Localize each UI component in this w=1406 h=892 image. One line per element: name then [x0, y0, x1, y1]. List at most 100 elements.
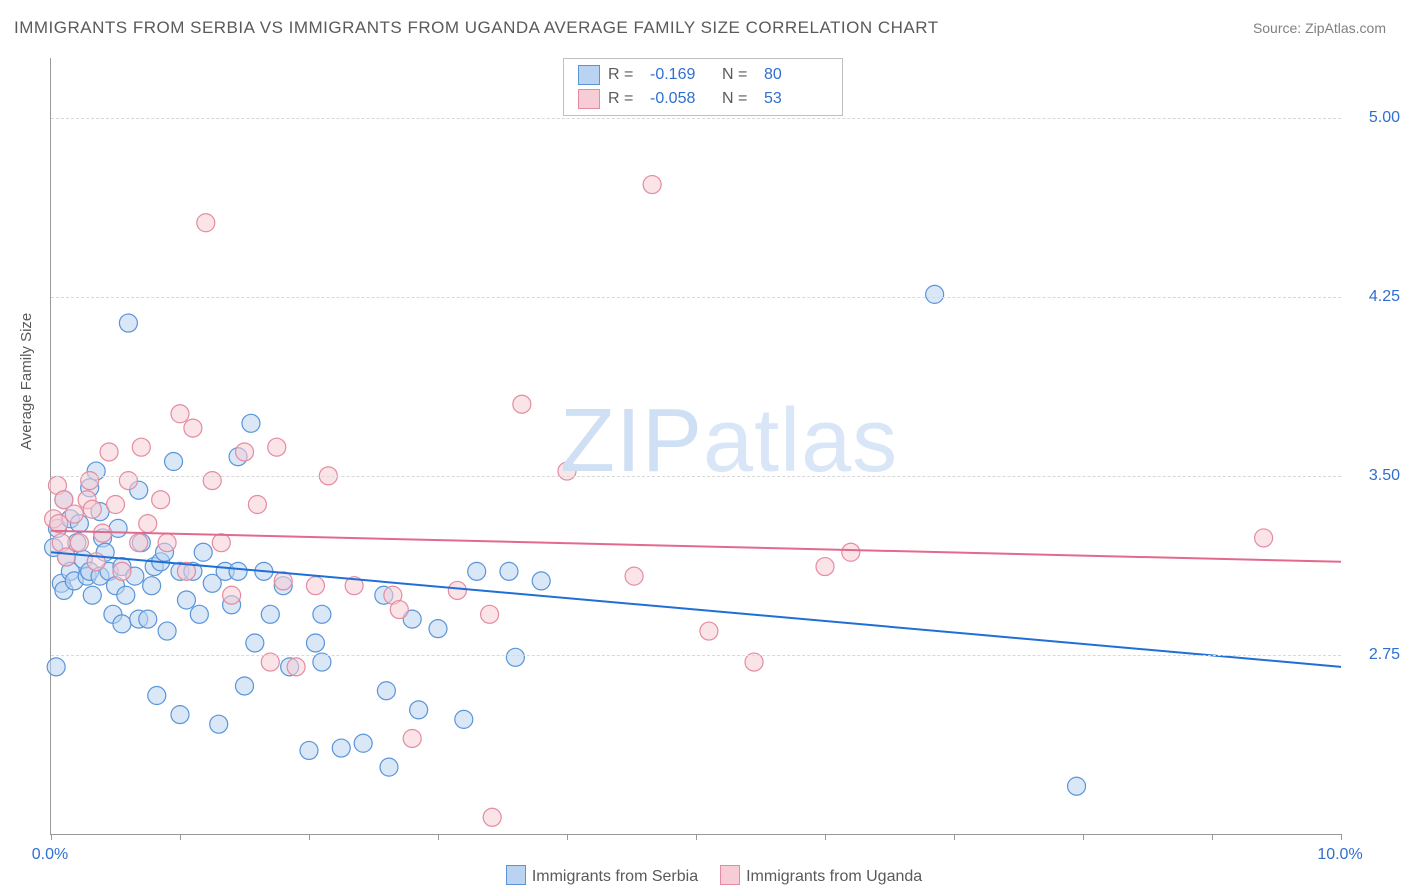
legend-swatch	[578, 65, 600, 85]
data-point	[236, 443, 254, 461]
data-point	[158, 534, 176, 552]
data-point	[65, 505, 83, 523]
x-tick	[825, 834, 826, 840]
data-point	[300, 741, 318, 759]
data-point	[119, 314, 137, 332]
data-point	[190, 605, 208, 623]
data-point	[132, 438, 150, 456]
data-point	[246, 634, 264, 652]
data-point	[210, 715, 228, 733]
legend-row: R =-0.169N =80	[578, 63, 828, 87]
data-point	[390, 601, 408, 619]
data-point	[70, 534, 88, 552]
legend-swatch	[720, 865, 740, 885]
data-point	[483, 808, 501, 826]
data-point	[926, 285, 944, 303]
data-point	[171, 405, 189, 423]
x-tick	[51, 834, 52, 840]
data-point	[197, 214, 215, 232]
data-point	[184, 419, 202, 437]
x-tick-label: 0.0%	[32, 846, 68, 864]
data-point	[306, 577, 324, 595]
data-point	[1255, 529, 1273, 547]
data-point	[506, 648, 524, 666]
data-point	[313, 605, 331, 623]
legend-row: R =-0.058N =53	[578, 87, 828, 111]
data-point	[113, 562, 131, 580]
data-point	[177, 591, 195, 609]
x-tick	[1083, 834, 1084, 840]
data-point	[83, 500, 101, 518]
y-tick-label: 5.00	[1369, 109, 1400, 127]
data-point	[139, 610, 157, 628]
y-tick-label: 4.25	[1369, 288, 1400, 306]
data-point	[236, 677, 254, 695]
data-point	[81, 472, 99, 490]
data-point	[107, 495, 125, 513]
x-tick	[1212, 834, 1213, 840]
data-point	[380, 758, 398, 776]
x-tick	[1341, 834, 1342, 840]
data-point	[455, 710, 473, 728]
gridline	[51, 476, 1341, 477]
data-point	[468, 562, 486, 580]
x-tick	[696, 834, 697, 840]
legend-r-value: -0.169	[650, 63, 714, 87]
legend-r-label: R =	[608, 87, 642, 111]
x-tick	[180, 834, 181, 840]
gridline	[51, 655, 1341, 656]
legend-n-value: 53	[764, 87, 828, 111]
legend-series-label: Immigrants from Serbia	[532, 868, 698, 885]
data-point	[306, 634, 324, 652]
data-point	[332, 739, 350, 757]
legend-series-label: Immigrants from Uganda	[746, 868, 922, 885]
data-point	[500, 562, 518, 580]
chart-svg	[51, 58, 1341, 834]
data-point	[117, 586, 135, 604]
gridline	[51, 297, 1341, 298]
gridline	[51, 118, 1341, 119]
data-point	[223, 586, 241, 604]
chart-title: IMMIGRANTS FROM SERBIA VS IMMIGRANTS FRO…	[14, 18, 939, 38]
trend-line	[51, 531, 1341, 562]
data-point	[429, 620, 447, 638]
correlation-legend: R =-0.169N =80R =-0.058N =53	[563, 58, 843, 116]
data-point	[194, 543, 212, 561]
data-point	[532, 572, 550, 590]
data-point	[119, 472, 137, 490]
y-tick-label: 2.75	[1369, 646, 1400, 664]
data-point	[152, 491, 170, 509]
legend-swatch	[506, 865, 526, 885]
legend-r-label: R =	[608, 63, 642, 87]
series-legend: Immigrants from Serbia Immigrants from Ug…	[0, 865, 1406, 886]
data-point	[448, 581, 466, 599]
trend-line	[51, 552, 1341, 667]
data-point	[47, 658, 65, 676]
data-point	[139, 515, 157, 533]
data-point	[130, 534, 148, 552]
data-point	[83, 586, 101, 604]
data-point	[513, 395, 531, 413]
data-point	[261, 605, 279, 623]
legend-swatch	[578, 89, 600, 109]
y-tick-label: 3.50	[1369, 467, 1400, 485]
source-label: Source: ZipAtlas.com	[1253, 20, 1386, 36]
data-point	[403, 729, 421, 747]
data-point	[625, 567, 643, 585]
data-point	[171, 706, 189, 724]
legend-n-value: 80	[764, 63, 828, 87]
data-point	[816, 558, 834, 576]
data-point	[143, 577, 161, 595]
x-tick	[309, 834, 310, 840]
data-point	[148, 687, 166, 705]
data-point	[212, 534, 230, 552]
data-point	[1068, 777, 1086, 795]
x-tick	[567, 834, 568, 840]
y-axis-label: Average Family Size	[18, 313, 35, 450]
data-point	[242, 414, 260, 432]
data-point	[481, 605, 499, 623]
data-point	[229, 562, 247, 580]
data-point	[57, 548, 75, 566]
data-point	[248, 495, 266, 513]
data-point	[100, 443, 118, 461]
